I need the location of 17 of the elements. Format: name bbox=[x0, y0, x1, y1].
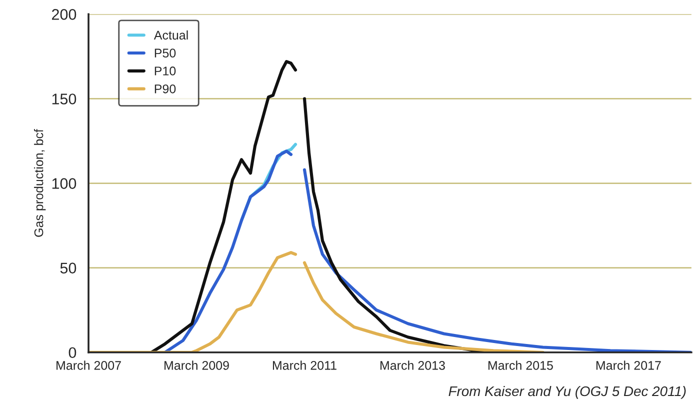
x-tick-label: March 2013 bbox=[380, 360, 445, 370]
x-tick-label: March 2007 bbox=[56, 360, 121, 370]
y-axis-title: Gas production, bcf bbox=[34, 129, 46, 237]
x-tick-label: March 2011 bbox=[272, 360, 336, 370]
legend-label: P50 bbox=[154, 48, 176, 58]
x-tick-label: March 2017 bbox=[596, 360, 661, 370]
legend-label: P90 bbox=[154, 84, 176, 94]
y-tick-label: 200 bbox=[52, 9, 76, 20]
y-tick-label: 0 bbox=[68, 347, 76, 358]
text: From Kaiser and Yu (OGJ 5 Dec 2011) bbox=[448, 386, 686, 399]
legend-label: P10 bbox=[154, 66, 176, 76]
legend-label: Actual bbox=[154, 30, 188, 40]
x-tick-label: March 2015 bbox=[488, 360, 553, 370]
x-tick-label: March 2009 bbox=[164, 360, 229, 370]
y-tick-label: 150 bbox=[52, 94, 76, 104]
y-tick-label: 100 bbox=[52, 178, 76, 189]
y-tick-label: 50 bbox=[60, 262, 76, 274]
